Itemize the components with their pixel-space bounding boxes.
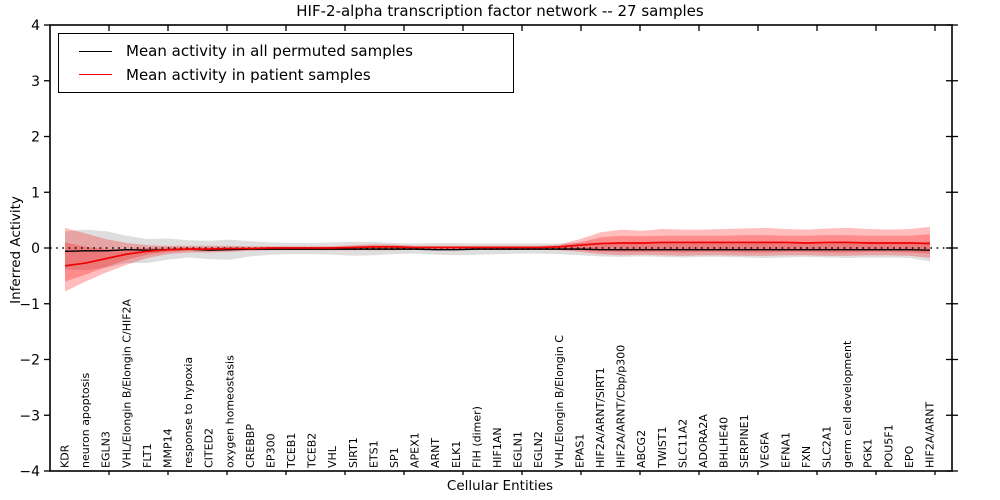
x-tick-label: HIF1AN [491,427,504,468]
permuted-band [65,229,930,271]
x-tick-label: POU5F1 [882,424,895,468]
x-tick-label: EGLN2 [532,431,545,468]
x-tick-label: germ cell development [841,340,854,468]
x-tick-label: TCEB1 [285,433,298,469]
x-tick-label: FLT1 [141,443,154,468]
x-tick-label: VHL/Elongin B/Elongin C/HIF2A [120,298,133,468]
y-tick-label: −2 [19,353,40,369]
legend-label: Mean activity in all permuted samples [126,42,413,60]
y-tick-label: 1 [31,185,40,201]
y-tick-label: −1 [19,297,40,313]
x-tick-label: MMP14 [161,428,174,468]
x-tick-label: EPO [903,445,916,468]
legend-row: Mean activity in all permuted samples [59,43,513,60]
x-tick-label: SLC2A1 [821,426,834,468]
x-tick-label: VHL [326,445,339,468]
x-axis-label: Cellular Entities [446,478,554,494]
y-tick-label: 2 [31,130,40,146]
x-tick-label: VHL/Elongin B/Elongin C [553,335,566,468]
x-tick-label: EGLN1 [512,431,525,468]
x-tick-label: EGLN3 [100,431,113,468]
x-tick-label: ADORA2A [697,414,710,468]
x-tick-label: ARNT [429,438,442,468]
x-tick-label: HIF2A/ARNT/Cbp/p300 [615,345,628,468]
y-tick-label: −3 [19,408,40,424]
x-tick-label: PGK1 [862,439,875,468]
x-tick-label: VEGFA [759,432,772,468]
x-tick-label: FXN [800,446,813,468]
x-tick-label: EPAS1 [573,434,586,468]
x-tick-label: HIF2A/ARNT/SIRT1 [594,367,607,468]
y-tick-label: 4 [31,18,40,34]
x-tick-label: KDR [59,444,72,468]
y-tick-label: 3 [31,74,40,90]
x-tick-label: EFNA1 [779,432,792,468]
y-tick-label: 0 [31,241,40,257]
permuted-mean-line [64,248,931,253]
x-tick-label: ETS1 [367,440,380,468]
x-tick-label: EP300 [264,433,277,468]
x-tick-label: neuron apoptosis [79,373,92,468]
legend-line-swatch [79,74,112,76]
x-tick-label: oxygen homeostasis [223,355,236,468]
x-tick-label: response to hypoxia [182,357,195,468]
legend: Mean activity in all permuted samples Mea… [58,33,514,93]
x-tick-label: HIF2A/ARNT [924,402,937,468]
x-tick-label: SERPINE1 [738,414,751,468]
legend-label: Mean activity in patient samples [126,65,371,84]
x-tick-label: ELK1 [450,441,463,468]
x-tick-label: TCEB2 [306,433,319,469]
x-tick-label: ABCG2 [635,430,648,468]
chart-title: HIF-2-alpha transcription factor network… [296,2,704,20]
y-tick-label: −4 [19,464,40,480]
x-tick-label: FIH (dimer) [470,406,483,468]
legend-row: Mean activity in patient samples [59,65,513,84]
x-tick-label: SIRT1 [347,437,360,468]
x-tick-label: BHLHE40 [718,417,731,468]
x-tick-label: APEX1 [409,432,422,468]
x-tick-label: TWIST1 [656,426,669,469]
patient-inner-band [65,234,930,282]
x-tick-label: SP1 [388,447,401,468]
legend-line-swatch [79,50,112,52]
x-tick-label: SLC11A2 [676,419,689,468]
x-tick-label: CITED2 [203,428,216,468]
y-axis-label: Inferred Activity [8,196,24,304]
patient-mean-line [64,241,931,267]
x-tick-label: CREBBP [244,424,257,468]
